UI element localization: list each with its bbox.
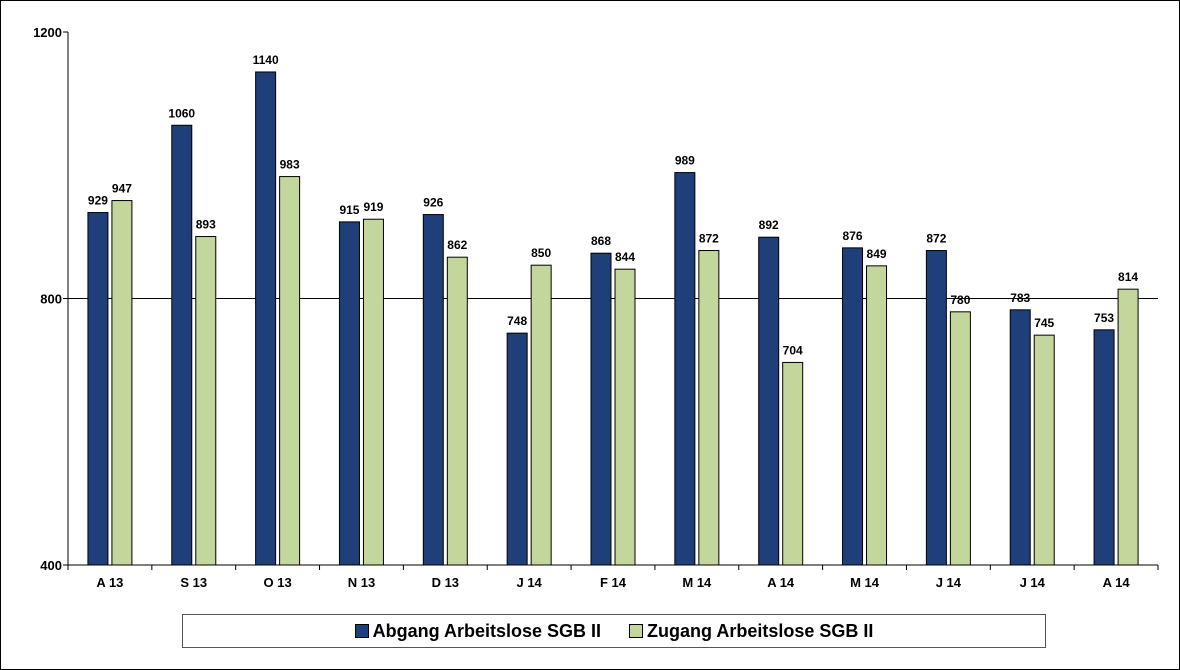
bar-abgang-10 <box>925 250 947 566</box>
bar-abgang-8 <box>758 236 780 566</box>
data-label-zugang-2: 983 <box>280 158 300 172</box>
x-tick-labels: A 13 S 13 O 13 N 13 D 13 J 14 F 14 M 14 A 14 M 14… <box>96 575 1130 590</box>
data-label-zugang-0: 947 <box>112 182 132 196</box>
data-label-zugang-11: 745 <box>1034 316 1054 330</box>
y-tick-label-800: 800 <box>40 292 62 307</box>
bar-abgang-11 <box>1009 309 1031 566</box>
bar-abgang-0 <box>87 212 109 566</box>
x-tick-label-2: O 13 <box>264 575 292 590</box>
bar-zugang-6 <box>614 268 636 566</box>
data-label-abgang-10: 872 <box>926 232 946 246</box>
data-label-abgang-11: 783 <box>1010 291 1030 305</box>
y-tick-label-1200: 1200 <box>33 25 62 40</box>
bar-abgang-7 <box>674 172 696 566</box>
bar-abgang-4 <box>422 214 444 566</box>
data-label-zugang-9: 849 <box>867 247 887 261</box>
x-tick-label-10: J 14 <box>936 575 962 590</box>
legend-swatch-zugang <box>629 624 643 638</box>
data-label-abgang-1: 1060 <box>168 106 195 120</box>
legend-item-abgang: Abgang Arbeitslose SGB II <box>354 620 601 642</box>
data-label-abgang-0: 929 <box>88 194 108 208</box>
legend-label-abgang: Abgang Arbeitslose SGB II <box>372 620 601 641</box>
bar-zugang-5 <box>530 264 552 566</box>
legend-item-zugang: Zugang Arbeitslose SGB II <box>629 621 873 642</box>
data-label-abgang-6: 868 <box>591 234 611 248</box>
x-tick-label-11: J 14 <box>1020 575 1046 590</box>
legend: Abgang Arbeitslose SGB II Zugang Arbeits… <box>182 614 1046 648</box>
data-label-abgang-4: 926 <box>423 196 443 210</box>
x-tick-label-0: A 13 <box>96 575 123 590</box>
bar-zugang-0 <box>111 200 133 566</box>
legend-label-zugang: Zugang Arbeitslose SGB II <box>647 620 874 641</box>
x-tick-label-4: D 13 <box>432 575 459 590</box>
x-tick-label-7: M 14 <box>682 575 712 590</box>
bar-zugang-9 <box>866 265 888 566</box>
bar-zugang-4 <box>446 256 468 566</box>
data-labels-group: 929 1060 1140 915 926 748 868 989 892 876 872 783 75… <box>88 53 1139 357</box>
legend-swatch-abgang <box>354 624 369 638</box>
bar-zugang-8 <box>782 361 804 566</box>
bar-zugang-10 <box>949 311 971 566</box>
bar-abgang-5 <box>506 332 528 566</box>
bar-abgang-1 <box>171 124 193 566</box>
bar-zugang-3 <box>362 218 384 566</box>
x-tick-label-9: M 14 <box>850 575 880 590</box>
x-tick-label-8: A 14 <box>767 575 795 590</box>
data-label-abgang-7: 989 <box>675 154 695 168</box>
bar-zugang-1 <box>195 236 217 566</box>
x-tick-label-12: A 14 <box>1103 575 1131 590</box>
data-label-abgang-8: 892 <box>759 218 779 232</box>
x-tick-label-1: S 13 <box>180 575 207 590</box>
data-label-abgang-5: 748 <box>507 314 527 328</box>
bar-zugang-7 <box>698 250 720 566</box>
data-label-abgang-12: 753 <box>1094 311 1114 325</box>
data-label-zugang-3: 919 <box>363 200 383 214</box>
bar-zugang-12 <box>1117 288 1139 566</box>
data-label-zugang-1: 893 <box>196 218 216 232</box>
data-label-abgang-3: 915 <box>339 203 359 217</box>
x-tick-label-6: F 14 <box>600 575 627 590</box>
x-tick-label-3: N 13 <box>348 575 375 590</box>
data-label-zugang-8: 704 <box>783 343 803 357</box>
x-tick-label-5: J 14 <box>516 575 542 590</box>
bar-abgang-6 <box>590 252 612 566</box>
data-label-zugang-7: 872 <box>699 232 719 246</box>
data-label-zugang-4: 862 <box>447 238 467 252</box>
y-tick-label-400: 400 <box>40 558 62 573</box>
y-tick-labels: 400 800 1200 <box>33 25 62 573</box>
data-label-zugang-10: 780 <box>950 293 970 307</box>
bar-zugang-11 <box>1033 334 1055 566</box>
axes-group <box>63 31 1159 570</box>
data-label-zugang-12: 814 <box>1118 270 1138 284</box>
bar-abgang-9 <box>842 247 864 566</box>
data-label-abgang-2: 1140 <box>253 53 279 67</box>
bar-abgang-12 <box>1093 329 1115 566</box>
bar-abgang-2 <box>255 71 277 566</box>
bars-group <box>87 71 1139 566</box>
data-label-zugang-5: 850 <box>531 246 551 260</box>
bar-zugang-2 <box>279 176 301 566</box>
data-label-zugang-6: 844 <box>615 250 635 264</box>
data-label-abgang-9: 876 <box>843 229 863 243</box>
bar-abgang-3 <box>338 221 360 566</box>
